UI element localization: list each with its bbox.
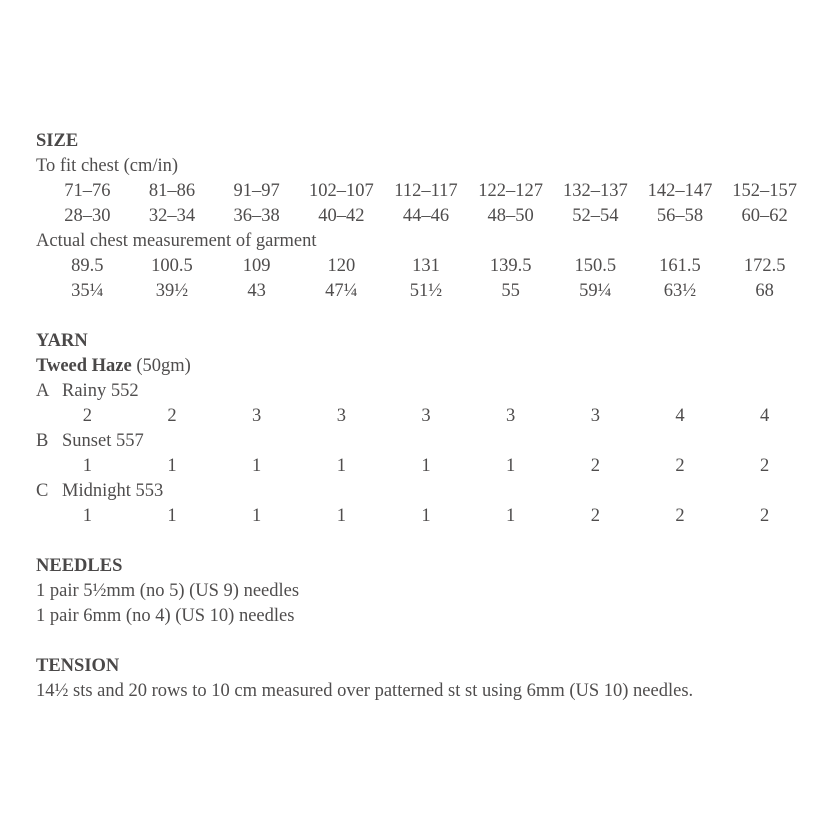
colorway-b-letter: B [36, 431, 49, 451]
table-cell: 131 [412, 256, 440, 276]
yarn-name-line: Tweed Haze (50gm) [36, 354, 814, 379]
table-cell: 52–54 [572, 206, 619, 226]
table-cell: 91–97 [233, 181, 280, 201]
table-cell: 89.5 [71, 256, 104, 276]
table-cell: 1 [336, 506, 346, 526]
tension-line: 14½ sts and 20 rows to 10 cm measured ov… [36, 681, 694, 701]
needles-section: NEEDLES 1 pair 5½mm (no 5) (US 9) needle… [36, 554, 814, 629]
table-cell: 112–117 [394, 181, 458, 201]
table-cell: 3 [336, 406, 346, 426]
table-cell: 2 [675, 506, 685, 526]
table-cell: 3 [590, 406, 600, 426]
table-cell: 44–46 [402, 206, 450, 226]
needles-heading: NEEDLES [36, 556, 123, 576]
yarn-name: Tweed Haze [36, 356, 132, 376]
table-cell: 1 [336, 456, 346, 476]
table-cell: 60–62 [741, 206, 788, 226]
colorway-b-name: Sunset 557 [62, 431, 144, 451]
table-cell: 120 [327, 256, 356, 276]
table-cell: 48–50 [487, 206, 534, 226]
table-cell: 71–76 [64, 181, 111, 201]
table-cell: 4 [760, 406, 770, 426]
table-cell: 3 [506, 406, 516, 426]
tension-section: TENSION 14½ sts and 20 rows to 10 cm mea… [36, 654, 814, 704]
table-cell: 43 [247, 281, 266, 301]
table-cell: 1 [506, 456, 516, 476]
size-heading: SIZE [36, 131, 79, 151]
table-cell: 40–42 [318, 206, 365, 226]
table-cell: 2 [590, 506, 600, 526]
table-cell: 100.5 [151, 256, 193, 276]
yarn-section: YARN Tweed Haze (50gm) A Rainy 552 2 2 3 3 3… [36, 329, 814, 529]
table-cell: 2 [760, 506, 770, 526]
table-cell: 2 [82, 406, 92, 426]
table-cell: 2 [675, 456, 685, 476]
needles-line-1: 1 pair 5½mm (no 5) (US 9) needles [36, 581, 300, 601]
table-cell: 32–34 [148, 206, 196, 226]
table-cell: 1 [167, 456, 177, 476]
table-cell: 1 [252, 456, 262, 476]
table-cell: 1 [421, 506, 431, 526]
table-cell: 51½ [409, 281, 443, 301]
table-cell: 1 [82, 456, 92, 476]
table-cell: 81–86 [148, 181, 196, 201]
table-cell: 1 [167, 506, 177, 526]
table-cell: 1 [506, 506, 516, 526]
tension-heading: TENSION [36, 656, 120, 676]
table-cell: 1 [421, 456, 431, 476]
table-cell: 2 [167, 406, 177, 426]
table-cell: 142–147 [647, 181, 713, 201]
table-cell: 172.5 [743, 256, 786, 276]
table-cell: 122–127 [478, 181, 544, 201]
table-cell: 63½ [663, 281, 697, 301]
colorway-c-name: Midnight 553 [62, 481, 164, 501]
table-cell: 55 [501, 281, 520, 301]
colorway-c-label: C Midnight 553 [36, 479, 814, 504]
colorway-a-label: A Rainy 552 [36, 379, 814, 404]
colorway-a-name: Rainy 552 [62, 381, 139, 401]
actual-chest-cm-row: 89.5 100.5 109 120 131 139.5 150.5 161.5 172.5 [45, 254, 807, 279]
table-cell: 161.5 [659, 256, 701, 276]
table-cell: 56–58 [656, 206, 704, 226]
colorway-c-letter: C [36, 481, 49, 501]
table-cell: 47¼ [325, 281, 358, 301]
colorway-a-letter: A [36, 381, 50, 401]
table-cell: 2 [590, 456, 600, 476]
table-cell: 59¼ [579, 281, 612, 301]
table-cell: 109 [242, 256, 271, 276]
to-fit-chest-cm-row: 71–76 81–86 91–97 102–107 112–117 122–127 132–… [45, 179, 807, 204]
table-cell: 36–38 [233, 206, 280, 226]
table-cell: 3 [421, 406, 431, 426]
to-fit-chest-label: To fit chest (cm/in) [36, 156, 179, 176]
table-cell: 68 [755, 281, 774, 301]
table-cell: 102–107 [308, 181, 374, 201]
actual-chest-label: Actual chest measurement of garment [36, 231, 317, 251]
yarn-weight: (50gm) [131, 356, 191, 376]
table-cell: 28–30 [64, 206, 111, 226]
yarn-heading: YARN [36, 331, 88, 351]
table-cell: 3 [252, 406, 262, 426]
table-cell: 1 [82, 506, 92, 526]
table-cell: 139.5 [489, 256, 532, 276]
size-section: SIZE To fit chest (cm/in) 71–76 81–86 91–9… [36, 129, 814, 304]
colorway-b-quantities-row: 1 1 1 1 1 1 2 2 2 [45, 454, 807, 479]
table-cell: 150.5 [574, 256, 617, 276]
colorway-b-label: B Sunset 557 [36, 429, 814, 454]
colorway-a-quantities-row: 2 2 3 3 3 3 3 4 4 [45, 404, 807, 429]
needles-line-2: 1 pair 6mm (no 4) (US 10) needles [36, 606, 295, 626]
colorway-c-quantities-row: 1 1 1 1 1 1 2 2 2 [45, 504, 807, 529]
actual-chest-in-row: 35¼ 39½ 43 47¼ 51½ 55 59¼ 63½ 68 [45, 279, 807, 304]
table-cell: 4 [675, 406, 685, 426]
table-cell: 152–157 [732, 181, 798, 201]
table-cell: 2 [760, 456, 770, 476]
table-cell: 1 [252, 506, 262, 526]
to-fit-chest-in-row: 28–30 32–34 36–38 40–42 44–46 48–50 52–54 56–58… [45, 204, 807, 229]
table-cell: 39½ [155, 281, 189, 301]
table-cell: 35¼ [71, 281, 104, 301]
table-cell: 132–137 [562, 181, 628, 201]
